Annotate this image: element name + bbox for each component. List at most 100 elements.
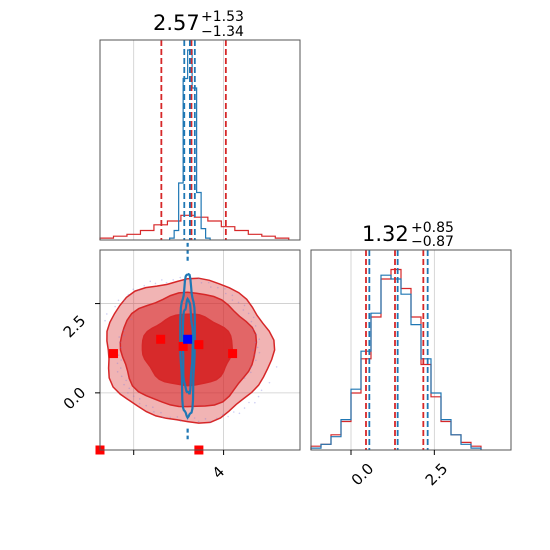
joint-sample-point — [255, 359, 257, 362]
joint-sample-point — [123, 299, 126, 302]
joint-sample-point — [116, 362, 119, 365]
joint-sample-point — [128, 387, 131, 390]
joint-sample-point — [252, 349, 255, 351]
joint-sample-point — [250, 320, 253, 323]
joint-sample-point — [257, 395, 260, 398]
joint-sample-point — [127, 392, 129, 394]
joint-sample-point — [254, 325, 257, 327]
joint-sample-point — [120, 346, 122, 349]
joint-sample-point — [247, 312, 250, 315]
joint-xtick-label-4: 4 — [209, 463, 228, 482]
joint-panel — [95, 242, 301, 455]
joint-sample-point — [120, 375, 123, 378]
joint-sample-point — [260, 389, 263, 392]
joint-sample-point — [224, 287, 226, 290]
joint-sample-point — [116, 371, 119, 373]
joint-sample-point — [123, 334, 125, 337]
joint-sample-point — [255, 333, 258, 336]
joint-sample-point — [256, 346, 259, 349]
joint-ytick-label-0.0: 0.0 — [60, 384, 90, 414]
marginal-y-title-minus: −0.87 — [411, 234, 454, 250]
marginal-y-frame — [310, 249, 512, 451]
joint-sample-point — [254, 341, 257, 344]
joint-sample-point — [114, 305, 116, 308]
joint-sample-point — [204, 418, 207, 420]
joint-sample-point — [231, 299, 234, 301]
joint-sample-point — [127, 293, 130, 296]
joint-sample-point — [224, 292, 227, 295]
joint-sample-point — [120, 359, 122, 361]
joint-sample-point — [117, 299, 120, 302]
marginal-y-xtick-label-0.0: 0.0 — [348, 460, 378, 490]
joint-sample-point — [242, 309, 245, 311]
joint-sample-point — [227, 415, 229, 418]
joint-sample-point — [153, 411, 155, 413]
joint-sample-point — [243, 304, 246, 307]
joint-ytick-label-2.5: 2.5 — [60, 312, 90, 342]
joint-sample-point — [152, 406, 154, 409]
joint-sample-point — [200, 281, 203, 284]
joint-blue-marker-0 — [183, 334, 193, 344]
marginal-x-hist-red — [99, 214, 290, 240]
marginal-y-panel — [310, 249, 512, 455]
marginal-x-title-plus: +1.53 — [201, 9, 244, 25]
joint-sample-point — [179, 420, 182, 422]
joint-sample-point — [123, 329, 126, 332]
joint-sample-point — [243, 377, 246, 379]
marginal-x-panel — [99, 39, 301, 241]
joint-sample-point — [217, 286, 219, 289]
joint-sample-point — [254, 354, 256, 356]
joint-red-marker-1 — [156, 334, 166, 344]
joint-sample-point — [138, 289, 140, 292]
joint-sample-point — [162, 416, 164, 419]
joint-sample-point — [145, 404, 148, 407]
joint-sample-point — [248, 401, 250, 404]
joint-sample-point — [210, 286, 212, 288]
joint-sample-point — [258, 351, 261, 354]
joint-sample-point — [275, 366, 278, 368]
joint-sample-point — [172, 279, 174, 281]
joint-sample-point — [238, 412, 241, 415]
joint-sample-point — [104, 319, 106, 322]
marginal-x-title-value: 2.57 — [153, 11, 200, 35]
joint-sample-point — [149, 280, 152, 283]
joint-sample-point — [169, 416, 171, 419]
joint-sample-point — [119, 341, 121, 344]
joint-sample-point — [249, 371, 252, 374]
joint-sample-point — [154, 282, 157, 285]
joint-sample-point — [176, 416, 179, 418]
joint-sample-point — [207, 281, 210, 284]
joint-sample-point — [232, 411, 235, 413]
joint-sample-point — [193, 417, 196, 419]
joint-sample-point — [268, 381, 271, 384]
joint-sample-point — [118, 336, 120, 338]
joint-red-marker-3 — [194, 340, 204, 350]
joint-sample-point — [160, 411, 162, 414]
joint-frame — [99, 249, 301, 451]
joint-sample-point — [130, 318, 133, 321]
joint-sample-point — [123, 383, 125, 386]
marginal-y-title-plus: +0.85 — [411, 220, 454, 236]
joint-sample-point — [251, 328, 254, 331]
joint-sample-point — [117, 354, 120, 356]
joint-sample-point — [132, 288, 135, 291]
joint-sample-point — [254, 401, 256, 404]
joint-sample-point — [197, 277, 200, 280]
marginal-y-hist-blue — [310, 274, 482, 450]
joint-sample-point — [179, 276, 182, 279]
joint-sample-point — [161, 279, 163, 281]
joint-sample-point — [165, 281, 168, 284]
marginal-x-title-minus: −1.34 — [201, 24, 244, 40]
marginal-x-frame — [99, 39, 301, 241]
joint-sample-point — [197, 420, 200, 423]
joint-sample-point — [237, 301, 240, 304]
joint-sample-point — [138, 398, 141, 400]
marginal-y-title-value: 1.32 — [362, 222, 409, 246]
joint-red-marker-4 — [228, 349, 238, 359]
joint-sample-point — [186, 418, 189, 421]
joint-sample-point — [243, 407, 246, 409]
joint-sample-point — [143, 284, 146, 287]
joint-sample-point — [258, 338, 261, 340]
joint-sample-point — [138, 402, 141, 405]
joint-sample-point — [105, 313, 108, 315]
